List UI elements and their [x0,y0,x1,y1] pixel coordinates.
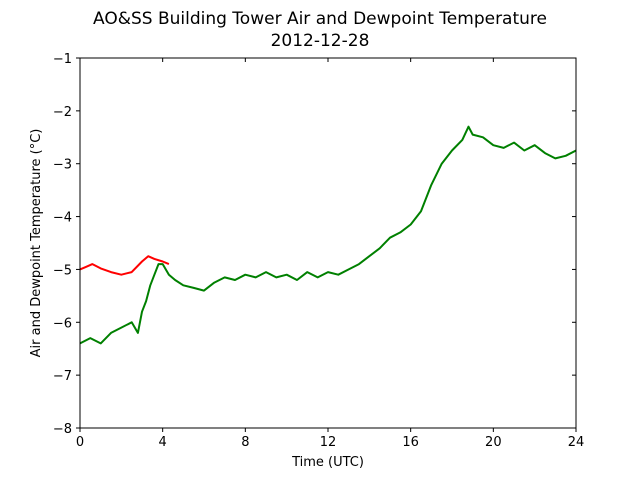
chart-subtitle: 2012-12-28 [271,31,370,51]
x-axis-label: Time (UTC) [291,455,364,470]
x-tick-label: 0 [76,435,84,450]
y-tick-label: −4 [53,211,72,226]
series-line-0 [79,255,170,276]
y-axis-ticks: −8 −7 −6 −5 −4 −3 −2 −1 [53,52,576,437]
y-tick-label: −6 [53,316,72,331]
series-layer [79,125,577,345]
x-tick-label: 8 [241,435,249,450]
x-tick-label: 4 [159,435,167,450]
y-tick-label: −2 [53,105,72,120]
y-tick-label: −5 [53,263,72,278]
y-tick-label: −1 [53,52,72,67]
y-axis-label: Air and Dewpoint Temperature (°C) [29,129,44,358]
x-tick-label: 12 [320,435,337,450]
y-tick-label: −3 [53,158,72,173]
y-tick-label: −8 [53,422,72,437]
x-tick-label: 16 [402,435,419,450]
x-tick-label: 20 [485,435,502,450]
x-axis-ticks: 0 4 8 12 16 20 24 [76,58,584,450]
x-tick-label: 24 [568,435,585,450]
series-line-1 [79,125,577,345]
y-tick-label: −7 [53,369,72,384]
chart-title: AO&SS Building Tower Air and Dewpoint Te… [93,9,547,29]
